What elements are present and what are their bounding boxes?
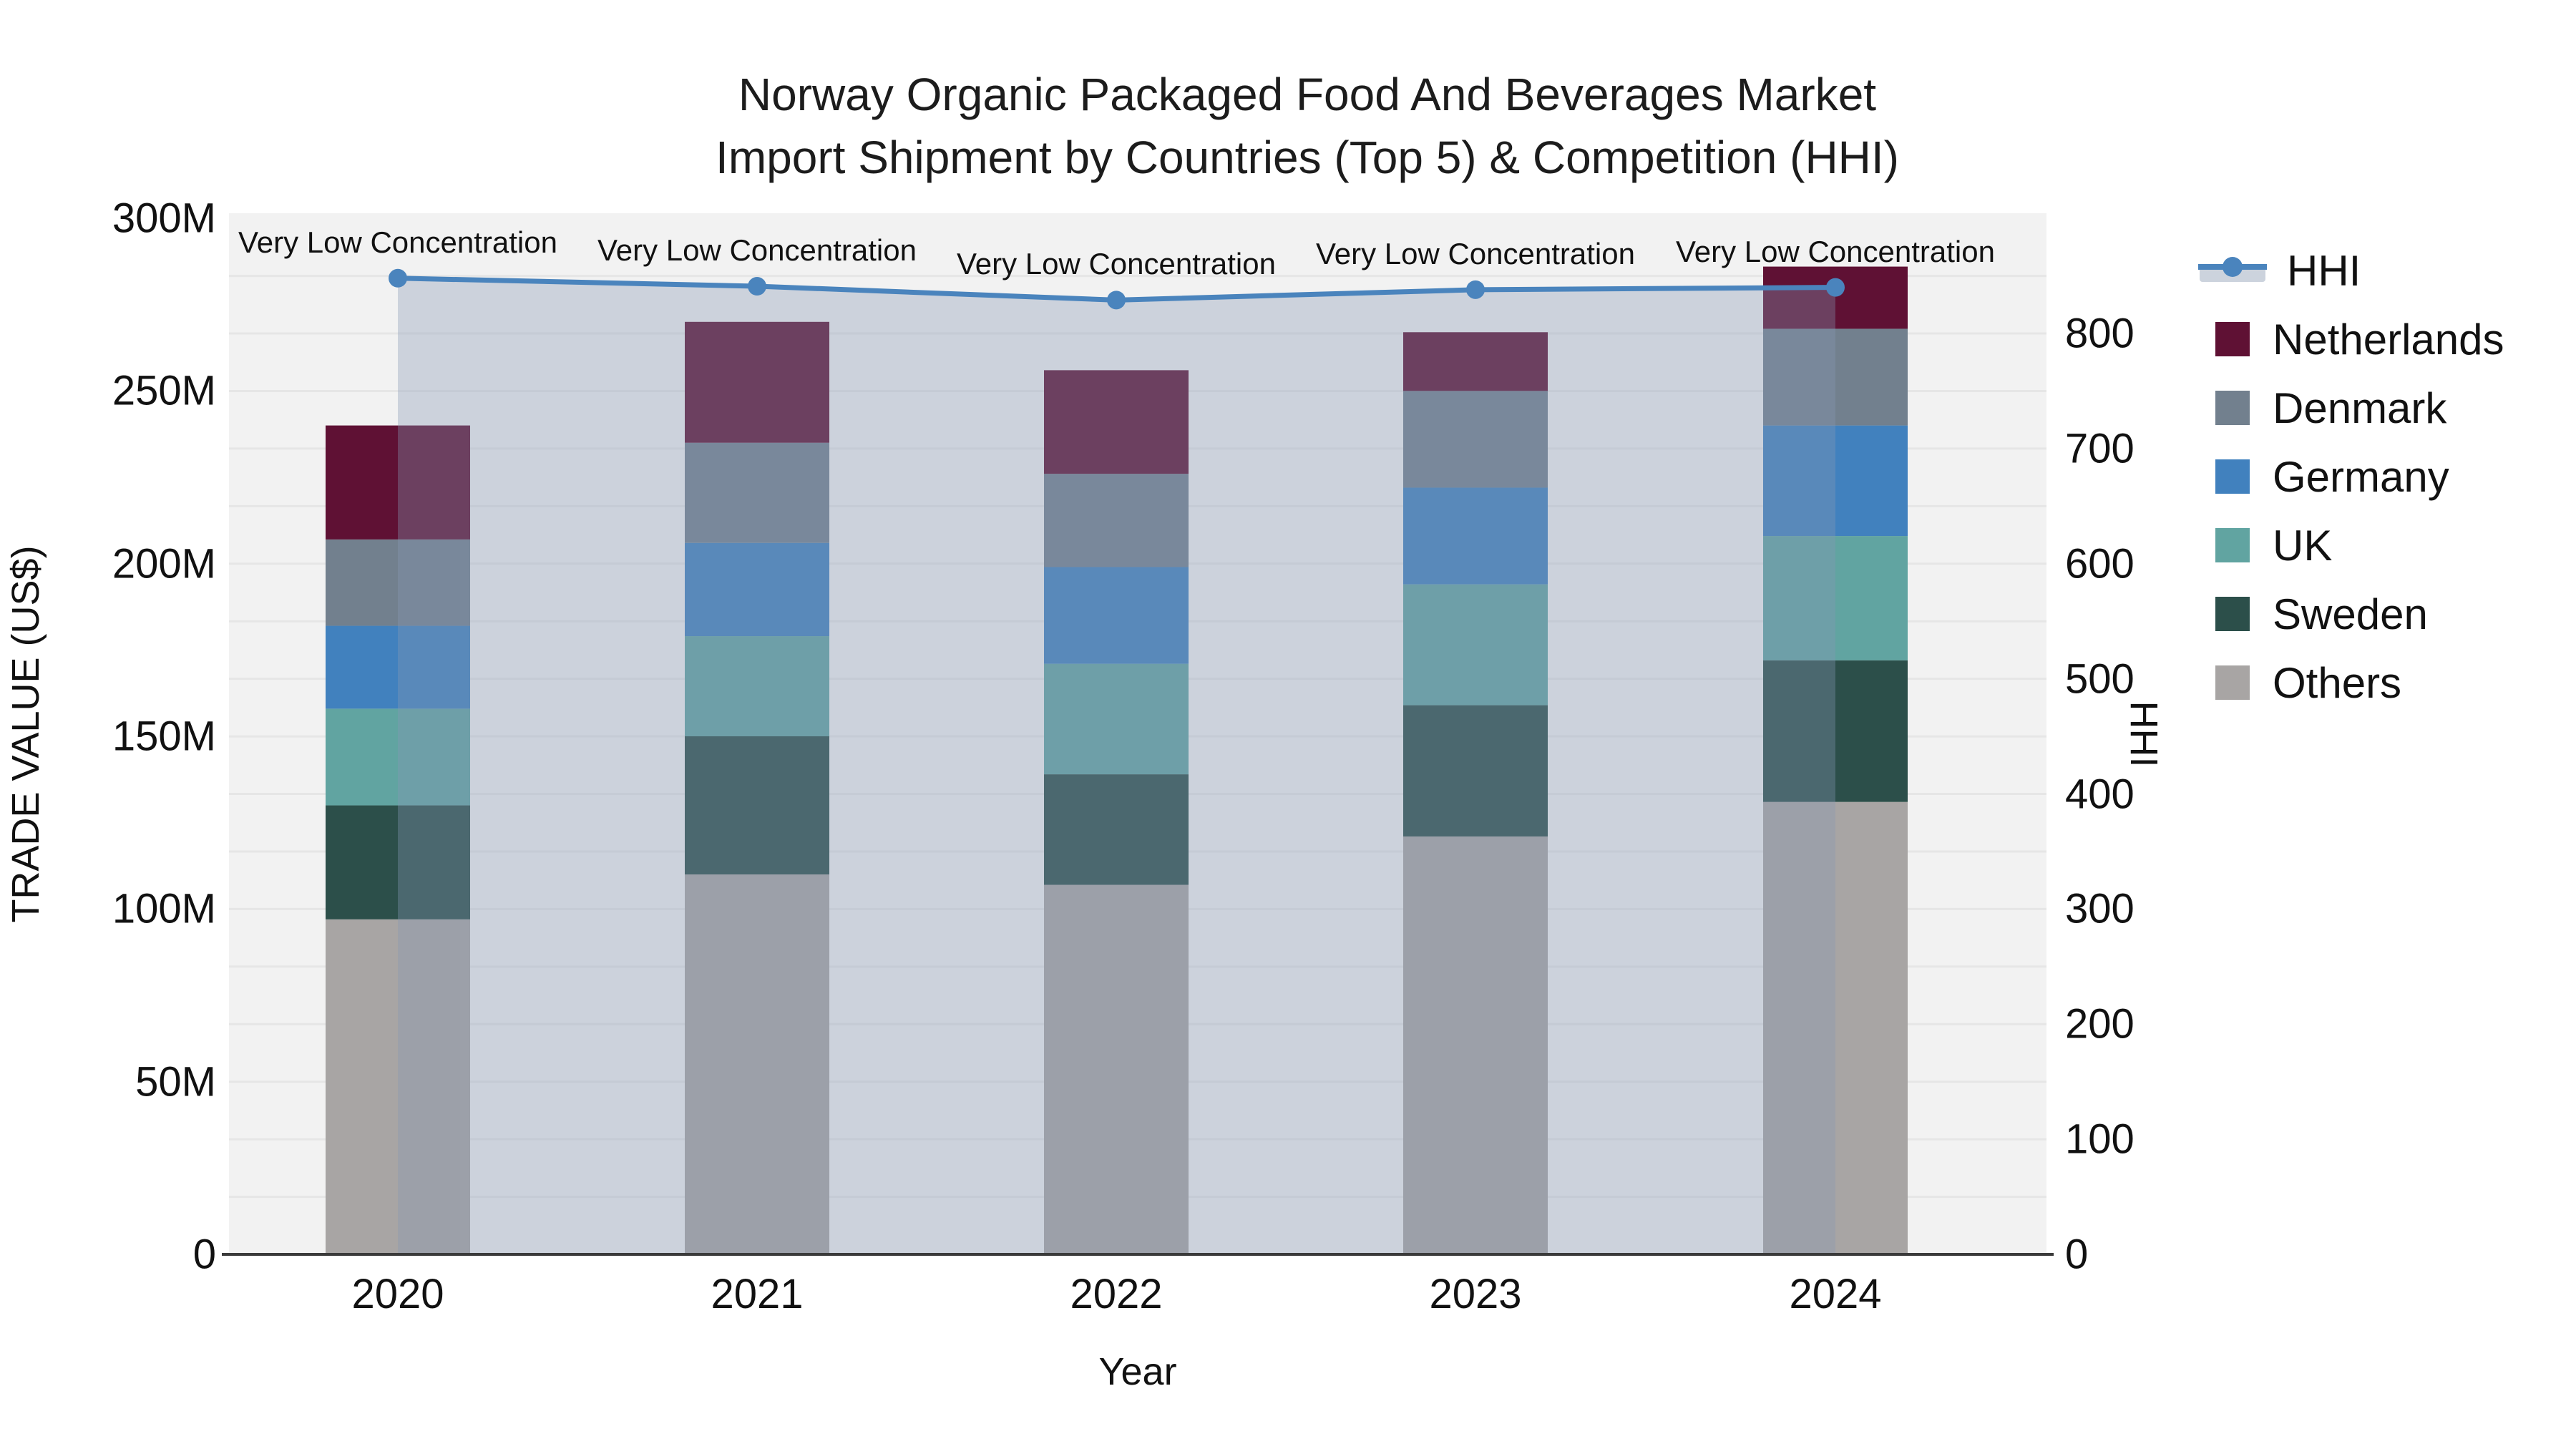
y-left-tick-300M: 300M [112, 195, 216, 242]
legend-swatch-sweden-icon [2215, 597, 2250, 631]
y-right-tick-100: 100 [2065, 1116, 2135, 1163]
y-left-tick-50M: 50M [135, 1058, 216, 1106]
legend-label-netherlands: Netherlands [2273, 315, 2504, 364]
legend-label-sweden: Sweden [2273, 590, 2428, 638]
legend-item-uk: UK [2215, 511, 2504, 580]
legend-label-hhi: HHI [2287, 246, 2361, 295]
hhi-area-band [398, 278, 1835, 1254]
bar-segment-2021-uk [685, 636, 829, 736]
bar-segment-2020-uk [326, 708, 470, 806]
bar-segment-2022-denmark [1044, 474, 1189, 567]
hhi-line-swatch-icon [2195, 252, 2270, 289]
legend-label-germany: Germany [2273, 452, 2449, 501]
bar-segment-2020-denmark [326, 539, 470, 626]
y-right-tick-0: 0 [2065, 1231, 2089, 1278]
legend-item-hhi: HHI [2198, 236, 2504, 305]
legend-swatch-netherlands-icon [2215, 322, 2250, 356]
y-left-tick-200M: 200M [112, 540, 216, 587]
bar-segment-2023-denmark [1403, 391, 1548, 488]
bar-segment-2024-sweden [1763, 660, 1908, 802]
bar-segment-2024-denmark [1763, 328, 1908, 426]
hhi-marker-2022 [1107, 291, 1126, 310]
legend-item-others: Others [2215, 648, 2504, 717]
bar-segment-2021-netherlands [685, 321, 829, 443]
hhi-marker-2023 [1466, 280, 1485, 299]
y-right-tick-400: 400 [2065, 771, 2135, 817]
annotation-2021: Very Low Concentration [597, 233, 917, 268]
bar-segment-2021-sweden [685, 736, 829, 875]
bar-segment-2021-germany [685, 542, 829, 637]
bar-segment-2021-denmark [685, 442, 829, 543]
y-left-tick-250M: 250M [112, 367, 216, 414]
bar-segment-2023-sweden [1403, 705, 1548, 836]
chart-title: Norway Organic Packaged Food And Beverag… [716, 63, 1899, 189]
bar-segment-2023-others [1403, 836, 1548, 1254]
legend-label-denmark: Denmark [2273, 384, 2447, 432]
hhi-marker-2024 [1826, 278, 1845, 297]
hhi-marker-2020 [389, 268, 407, 288]
legend-item-germany: Germany [2215, 442, 2504, 511]
y-left-tick-100M: 100M [112, 885, 216, 932]
y-right-tick-600: 600 [2065, 540, 2135, 587]
bar-segment-2023-uk [1403, 584, 1548, 706]
y-right-tick-700: 700 [2065, 425, 2135, 472]
hhi-marker-2021 [748, 277, 766, 296]
y-right-axis-label: HHI [2122, 701, 2165, 768]
x-tick-2022: 2022 [1070, 1271, 1163, 1317]
bar-segment-2020-sweden [326, 805, 470, 919]
legend-swatch-uk-icon [2215, 528, 2250, 562]
annotation-2022: Very Low Concentration [957, 247, 1276, 281]
bar-segment-2024-germany [1763, 425, 1908, 537]
y-right-tick-800: 800 [2065, 310, 2135, 357]
bar-segment-2022-others [1044, 884, 1189, 1254]
bar-segment-2020-germany [326, 625, 470, 709]
legend-swatch-denmark-icon [2215, 391, 2250, 425]
y-left-tick-0: 0 [192, 1231, 216, 1278]
legend-item-sweden: Sweden [2215, 580, 2504, 648]
x-tick-2024: 2024 [1789, 1271, 1882, 1317]
bar-segment-2024-uk [1763, 536, 1908, 660]
legend-item-denmark: Denmark [2215, 374, 2504, 442]
x-tick-2023: 2023 [1429, 1271, 1522, 1317]
annotation-2024: Very Low Concentration [1676, 234, 1995, 268]
legend-item-netherlands: Netherlands [2215, 305, 2504, 374]
bar-segment-2022-uk [1044, 663, 1189, 775]
legend-label-uk: UK [2273, 521, 2333, 570]
chart-title-line2: Import Shipment by Countries (Top 5) & C… [716, 132, 1899, 183]
bar-segment-2020-others [326, 919, 470, 1254]
bar-segment-2023-netherlands [1403, 332, 1548, 391]
y-right-tick-200: 200 [2065, 1000, 2135, 1048]
y-right-tick-500: 500 [2065, 655, 2135, 703]
bar-segment-2024-netherlands [1763, 266, 1908, 329]
legend-swatch-germany-icon [2215, 459, 2250, 494]
bar-segment-2021-others [685, 874, 829, 1254]
bar-segment-2020-netherlands [326, 425, 470, 540]
bar-segment-2023-germany [1403, 487, 1548, 585]
bar-segment-2022-netherlands [1044, 370, 1189, 474]
x-axis-line [222, 1253, 2054, 1256]
x-tick-2020: 2020 [351, 1271, 444, 1317]
legend-swatch-others-icon [2215, 665, 2250, 700]
bar-segment-2024-others [1763, 801, 1908, 1254]
annotation-2020: Very Low Concentration [238, 225, 557, 259]
y-right-tick-300: 300 [2065, 885, 2135, 932]
chart-title-line1: Norway Organic Packaged Food And Beverag… [738, 69, 1877, 120]
bar-segment-2022-sweden [1044, 774, 1189, 885]
annotation-2023: Very Low Concentration [1316, 236, 1635, 270]
y-left-tick-150M: 150M [112, 713, 216, 760]
x-tick-2021: 2021 [711, 1271, 804, 1317]
y-left-axis-label: TRADE VALUE (US$) [4, 545, 47, 923]
legend-label-others: Others [2273, 658, 2402, 707]
bar-segment-2022-germany [1044, 567, 1189, 664]
x-axis-label: Year [1098, 1350, 1177, 1393]
legend: HHI Netherlands Denmark Germany UK Sweden Othe… [2198, 236, 2504, 717]
